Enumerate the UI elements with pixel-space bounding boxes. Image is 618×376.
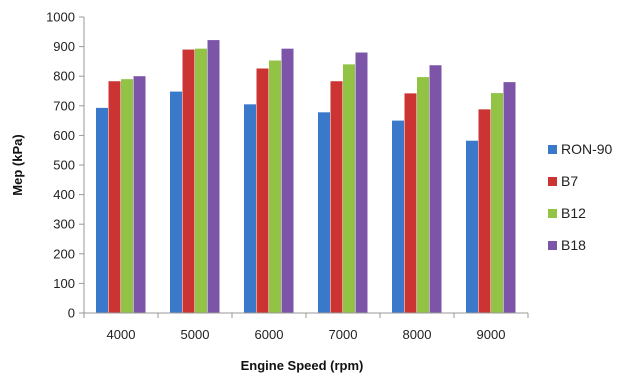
x-tick-label: 8000: [403, 327, 432, 342]
legend-label-b18: B18: [561, 237, 586, 253]
bar-b7-7000: [330, 81, 343, 314]
legend: RON-90 B7 B12 B18: [548, 141, 613, 253]
bar-b12-5000: [195, 48, 207, 314]
legend-swatch-b7: [548, 177, 557, 186]
bar-b18-4000: [133, 76, 146, 313]
y-tick-label: 300: [53, 217, 75, 232]
bar-ron-90-5000: [170, 91, 182, 313]
y-tick-label: 100: [53, 276, 75, 291]
x-axis-title: Engine Speed (rpm): [241, 358, 364, 373]
y-tick-label: 400: [53, 187, 75, 202]
legend-label-b7: B7: [561, 173, 578, 189]
x-tick-label: 7000: [329, 327, 358, 342]
bar-b12-8000: [417, 77, 429, 313]
y-tick-label: 1000: [46, 10, 75, 25]
bar-ron-90-4000: [96, 107, 108, 313]
x-tick-label: 5000: [181, 327, 210, 342]
legend-swatch-ron-90: [548, 145, 557, 154]
y-tick-label: 700: [53, 98, 75, 113]
bar-b7-5000: [182, 49, 195, 314]
legend-swatch-b18: [548, 241, 557, 250]
bar-b18-7000: [355, 52, 368, 314]
x-tick-label: 6000: [255, 327, 284, 342]
y-tick-label: 600: [53, 128, 75, 143]
bar-b18-5000: [207, 40, 220, 313]
bars: [96, 40, 516, 314]
bar-b7-9000: [478, 109, 491, 314]
x-tick-label: 9000: [477, 327, 506, 342]
legend-label-b12: B12: [561, 205, 586, 221]
bar-b12-4000: [121, 79, 133, 313]
legend-label-ron-90: RON-90: [561, 141, 613, 157]
bar-ron-90-7000: [318, 112, 330, 313]
bar-b7-6000: [256, 68, 269, 313]
bar-b7-4000: [108, 81, 121, 314]
y-tick-label: 900: [53, 39, 75, 54]
y-tick-label: 200: [53, 246, 75, 261]
y-axis-title: Mep (kPa): [10, 134, 25, 195]
legend-swatch-b12: [548, 209, 557, 218]
bar-b7-8000: [404, 93, 417, 313]
x-axis-ticks: 4000 5000 6000 7000 8000 9000: [83, 313, 529, 342]
y-tick-label: 800: [53, 69, 75, 84]
bar-b18-8000: [429, 65, 442, 313]
y-tick-label: 500: [53, 158, 75, 173]
bar-b12-7000: [343, 64, 355, 313]
bar-ron-90-9000: [466, 140, 478, 313]
bar-b18-6000: [281, 48, 294, 314]
bar-b12-9000: [491, 93, 503, 314]
bar-ron-90-6000: [244, 104, 256, 313]
bar-b12-6000: [269, 60, 281, 314]
bar-ron-90-8000: [392, 120, 404, 313]
y-tick-label: 0: [68, 306, 75, 321]
bar-b18-9000: [503, 82, 516, 314]
x-tick-label: 4000: [107, 327, 136, 342]
y-axis-ticks: 0 100 200 300 400 500 600 700 800 900 1000: [46, 10, 84, 321]
